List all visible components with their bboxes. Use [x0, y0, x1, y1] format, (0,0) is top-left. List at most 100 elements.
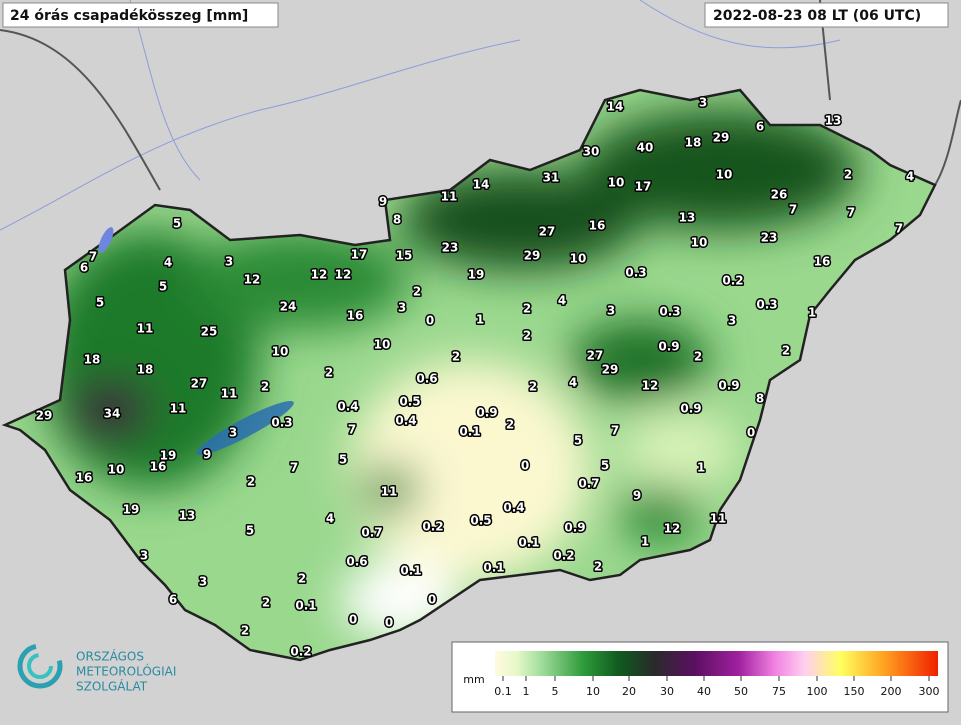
- station-value: 0.6: [346, 555, 367, 569]
- station-value: 10: [570, 252, 587, 266]
- station-value: 0.7: [578, 477, 599, 491]
- station-value: 0.9: [476, 406, 497, 420]
- station-value: 3: [728, 314, 736, 328]
- station-value: 15: [396, 249, 413, 263]
- legend-tick-label: 40: [697, 685, 711, 698]
- lake: [98, 227, 114, 253]
- station-value: 3: [699, 96, 707, 110]
- station-value: 2: [413, 285, 421, 299]
- title: 24 órás csapadékösszeg [mm]: [10, 8, 248, 24]
- station-value: 11: [221, 387, 238, 401]
- station-value: 5: [339, 453, 347, 467]
- station-value: 30: [583, 145, 600, 159]
- station-value: 2: [844, 168, 852, 182]
- station-value: 3: [607, 304, 615, 318]
- logo-text: SZOLGÁLAT: [76, 679, 148, 694]
- station-value: 2: [782, 344, 790, 358]
- station-value: 12: [244, 273, 261, 287]
- color-bar: [495, 651, 938, 676]
- station-value: 2: [523, 302, 531, 316]
- station-value: 2: [262, 596, 270, 610]
- station-value: 10: [608, 176, 625, 190]
- station-value: 1: [641, 535, 649, 549]
- station-value: 0.5: [470, 514, 491, 528]
- station-value: 5: [601, 459, 609, 473]
- station-value: 19: [160, 449, 177, 463]
- title-box: [2, 2, 279, 28]
- station-value: 0.5: [399, 395, 420, 409]
- timestamp: 2022-08-23 08 LT (06 UTC): [713, 8, 921, 24]
- lake: [196, 400, 294, 456]
- station-value: 4: [569, 376, 577, 390]
- station-value: 0.9: [680, 402, 701, 416]
- station-value: 10: [374, 338, 391, 352]
- station-value: 9: [633, 489, 641, 503]
- station-value: 18: [84, 353, 101, 367]
- legend-tick-label: 300: [919, 685, 940, 698]
- legend-tick-label: 20: [622, 685, 636, 698]
- station-value: 0.7: [361, 526, 382, 540]
- station-value: 7: [847, 206, 855, 220]
- legend-unit: mm: [463, 673, 484, 686]
- station-value: 7: [290, 461, 298, 475]
- station-value: 6: [169, 593, 177, 607]
- station-value: 8: [756, 392, 764, 406]
- logo-text: METEOROLÓGIAI: [76, 664, 176, 679]
- station-value: 7: [789, 203, 797, 217]
- station-value: 0.9: [658, 340, 679, 354]
- station-value: 0.4: [503, 501, 524, 515]
- station-value: 1: [808, 306, 816, 320]
- station-value: 8: [393, 213, 401, 227]
- station-value: 12: [664, 522, 681, 536]
- station-value: 0: [521, 459, 529, 473]
- station-value: 16: [814, 255, 831, 269]
- station-value: 3: [229, 426, 237, 440]
- station-value: 5: [246, 524, 254, 538]
- station-value: 19: [123, 503, 140, 517]
- station-value: 5: [159, 280, 167, 294]
- station-value: 27: [191, 377, 208, 391]
- logo-text: ORSZÁGOS: [76, 649, 144, 664]
- station-value: 2: [506, 418, 514, 432]
- station-value: 13: [679, 211, 696, 225]
- station-value: 18: [685, 136, 702, 150]
- station-value: 0: [747, 426, 755, 440]
- station-value: 0.2: [422, 520, 443, 534]
- station-value: 3: [398, 301, 406, 315]
- station-value: 29: [602, 363, 619, 377]
- station-value: 11: [137, 322, 154, 336]
- station-value: 29: [524, 249, 541, 263]
- station-value: 0.1: [518, 536, 539, 550]
- legend-ticks: 0.1 1 5 10 20 30 40 50 75 100 150 200 300: [494, 676, 940, 698]
- station-value: 5: [574, 434, 582, 448]
- station-value: 0.1: [459, 425, 480, 439]
- logo: ORSZÁGOS METEOROLÓGIAI SZOLGÁLAT: [17, 643, 176, 694]
- station-value: 10: [716, 168, 733, 182]
- station-value: 2: [452, 350, 460, 364]
- station-value: 16: [150, 460, 167, 474]
- station-value: 2: [241, 624, 249, 638]
- station-value: 3: [199, 575, 207, 589]
- station-value: 40: [637, 141, 654, 155]
- legend-tick-label: 1: [523, 685, 530, 698]
- station-value: 2: [529, 380, 537, 394]
- station-value: 6: [80, 261, 88, 275]
- legend-tick-label: 150: [844, 685, 865, 698]
- station-value: 0.3: [659, 305, 680, 319]
- station-value: 27: [587, 349, 604, 363]
- station-value: 4: [326, 512, 334, 526]
- station-value: 14: [473, 178, 490, 192]
- station-value: 0.3: [625, 266, 646, 280]
- station-value: 17: [351, 248, 368, 262]
- station-value: 1: [697, 461, 705, 475]
- time-box: [704, 2, 949, 28]
- station-value: 11: [170, 402, 187, 416]
- station-value: 0.9: [564, 521, 585, 535]
- station-value: 0.3: [756, 298, 777, 312]
- station-value: 16: [76, 471, 93, 485]
- station-value: 0.1: [295, 599, 316, 613]
- station-value: 0: [428, 593, 436, 607]
- station-value: 0.2: [722, 274, 743, 288]
- station-value: 0: [349, 613, 357, 627]
